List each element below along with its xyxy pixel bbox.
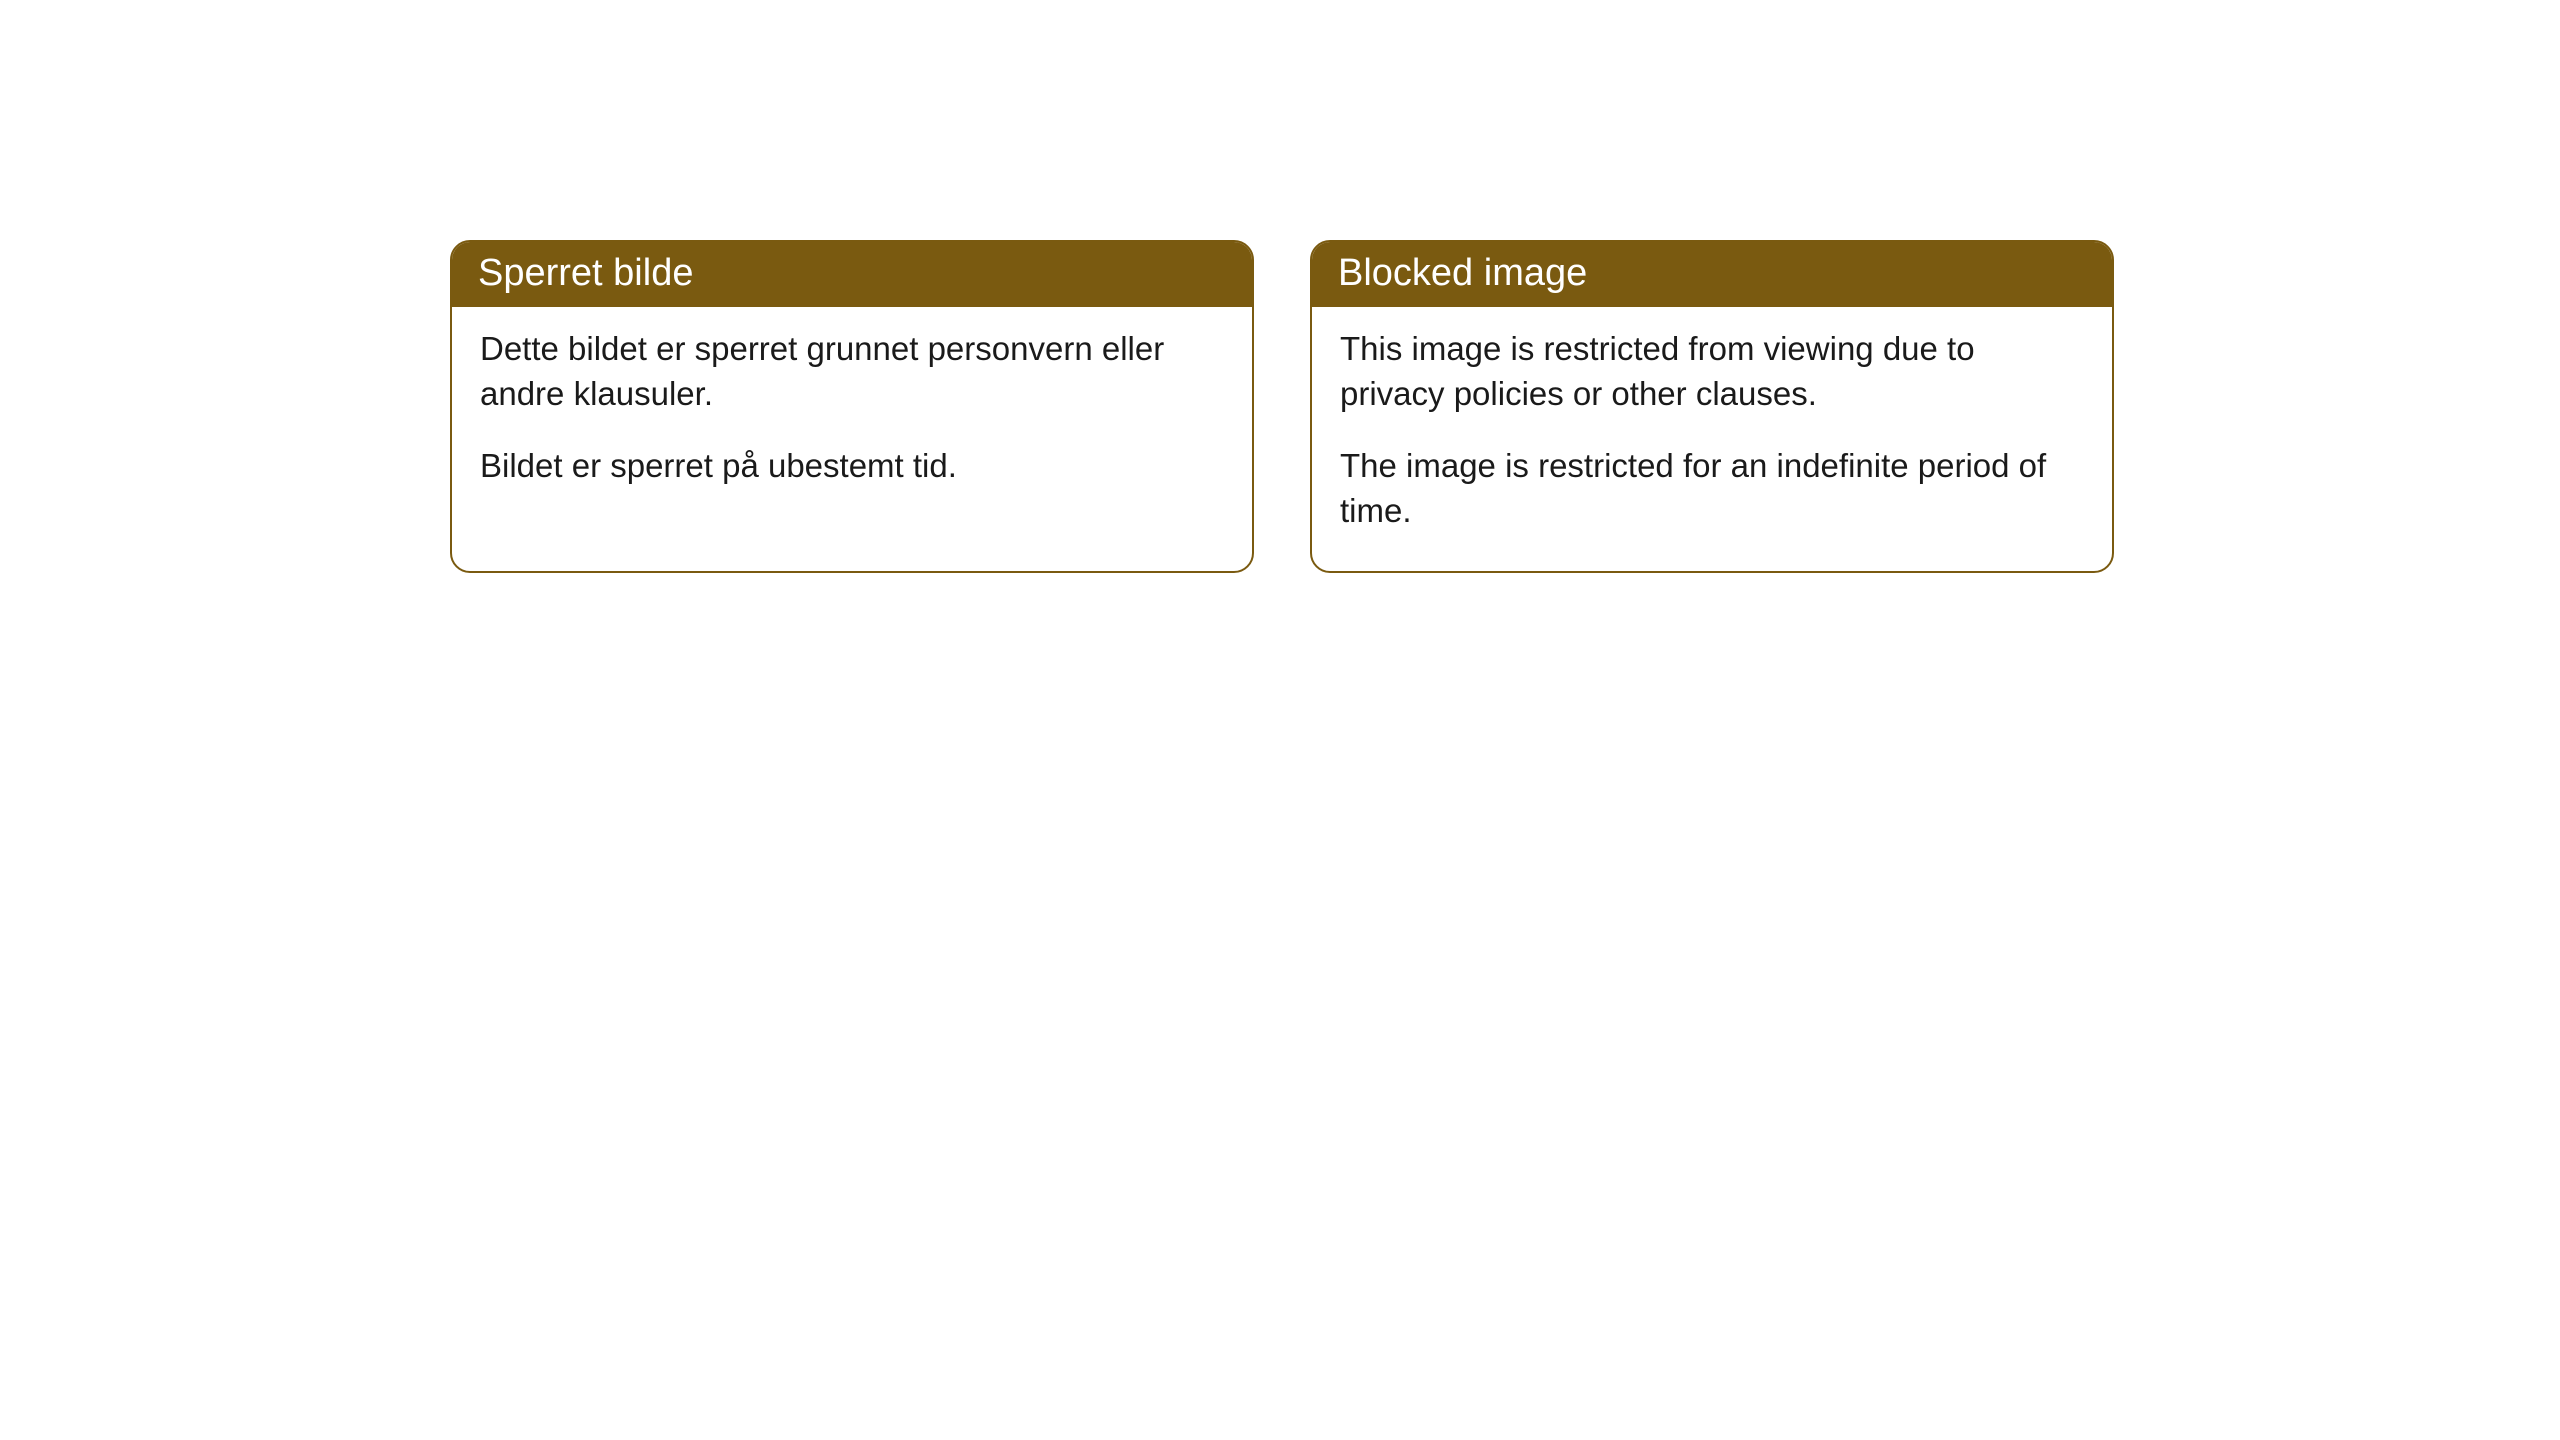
card-title: Sperret bilde — [478, 252, 693, 294]
card-norwegian: Sperret bilde Dette bildet er sperret gr… — [450, 240, 1254, 573]
card-body-norwegian: Dette bildet er sperret grunnet personve… — [452, 307, 1252, 527]
card-header-norwegian: Sperret bilde — [452, 242, 1252, 307]
card-paragraph: Bildet er sperret på ubestemt tid. — [480, 444, 1224, 489]
card-english: Blocked image This image is restricted f… — [1310, 240, 2114, 573]
card-paragraph: The image is restricted for an indefinit… — [1340, 444, 2084, 533]
card-title: Blocked image — [1338, 252, 1587, 294]
cards-container: Sperret bilde Dette bildet er sperret gr… — [0, 0, 2560, 573]
card-paragraph: This image is restricted from viewing du… — [1340, 327, 2084, 416]
card-header-english: Blocked image — [1312, 242, 2112, 307]
card-paragraph: Dette bildet er sperret grunnet personve… — [480, 327, 1224, 416]
card-body-english: This image is restricted from viewing du… — [1312, 307, 2112, 571]
